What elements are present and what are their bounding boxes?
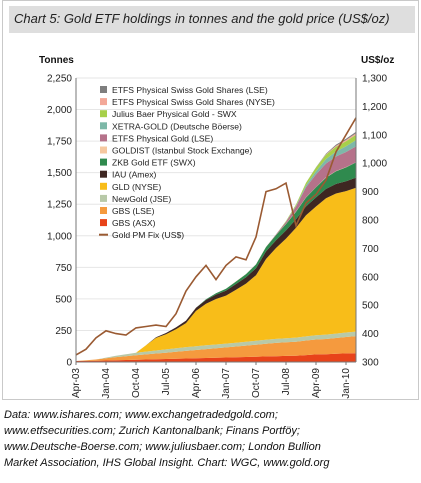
legend-item: ETFS Physical Swiss Gold Shares (NYSE) — [100, 97, 275, 107]
price-line — [75, 117, 357, 356]
legend-label: IAU (Amex) — [112, 170, 157, 180]
legend-label: ETFS Physical Swiss Gold Shares (LSE) — [112, 85, 268, 95]
legend-label: ETFS Physical Swiss Gold Shares (NYSE) — [112, 97, 275, 107]
legend-item: GLD (NYSE) — [100, 182, 161, 192]
chart-plot: 0 250 500 750 1,000 1,250 1,500 1,750 2,000 2,250… — [47, 74, 387, 399]
x-tick-label: Jul-08 — [281, 368, 292, 396]
legend-label: GLD (NYSE) — [112, 182, 161, 192]
legend-swatch — [100, 146, 107, 154]
right-tick-label: 500 — [362, 301, 379, 312]
footer-line-3: www.Deutsche-Boerse.com; www.juliusbaer.… — [4, 441, 321, 453]
footer-line-1: Data: www.ishares.com; www.exchangetrade… — [4, 409, 278, 421]
series-area — [76, 336, 356, 361]
legend-label: Julius Baer Physical Gold - SWX — [112, 109, 237, 119]
right-axis-label: US$/oz — [361, 55, 395, 66]
legend-label: XETRA-GOLD (Deutsche Böerse) — [112, 121, 242, 131]
stacked-areas — [76, 131, 356, 362]
left-tick-label: 0 — [66, 358, 72, 369]
x-tick-label: Jan-07 — [221, 368, 232, 399]
right-tick-label: 700 — [362, 244, 379, 255]
chart-title: Chart 5: Gold ETF holdings in tonnes and… — [14, 11, 390, 26]
series-area — [76, 187, 356, 361]
x-tick-label: Oct-04 — [131, 368, 142, 398]
legend-item: GBS (LSE) — [100, 206, 155, 216]
legend-item: ETFS Physical Gold (LSE) — [100, 133, 213, 143]
right-tick-label: 300 — [362, 358, 379, 369]
legend-swatch — [100, 86, 107, 93]
legend-swatch — [100, 134, 107, 142]
price-line-group — [75, 117, 357, 356]
legend-label: ETFS Physical Gold (LSE) — [112, 133, 213, 143]
chart-title-bar: Chart 5: Gold ETF holdings in tonnes and… — [9, 6, 415, 33]
legend-item: GBS (ASX) — [100, 218, 156, 228]
source-footer: Data: www.ishares.com; www.exchangetrade… — [4, 407, 416, 471]
footer-line-4: Market Association, IHS Global Insight. … — [4, 457, 330, 469]
legend-label: GOLDIST (Istanbul Stock Exchange) — [112, 146, 252, 156]
legend-swatch — [100, 98, 107, 106]
legend-swatch — [100, 158, 107, 166]
legend-item: XETRA-GOLD (Deutsche Böerse) — [100, 121, 242, 131]
legend-label: ZKB Gold ETF (SWX) — [112, 158, 196, 168]
x-tick-label: Apr-03 — [71, 368, 82, 398]
legend-swatch — [100, 182, 107, 190]
x-tick-label: Apr-09 — [311, 368, 322, 398]
series-area — [76, 146, 356, 361]
x-tick-label: Jan-04 — [101, 368, 112, 399]
legend-item: ETFS Physical Swiss Gold Shares (LSE) — [100, 85, 268, 95]
legend-item: GOLDIST (Istanbul Stock Exchange) — [100, 146, 252, 156]
footer-line-2: www.etfsecurities.com; Zurich Kantonalba… — [4, 425, 300, 437]
legend-swatch — [100, 207, 107, 214]
right-tick-label: 900 — [362, 187, 379, 198]
legend-item: NewGold (JSE) — [100, 194, 171, 204]
legend: ETFS Physical Swiss Gold Shares (LSE) ETF… — [99, 85, 275, 240]
series-area — [76, 177, 356, 361]
x-tick-label: Apr-06 — [191, 368, 202, 398]
legend-label: Gold PM Fix (US$) — [112, 230, 184, 240]
legend-label: GBS (LSE) — [112, 206, 155, 216]
series-area — [76, 162, 356, 361]
legend-swatch — [100, 170, 107, 178]
left-tick-label: 2,000 — [47, 105, 72, 116]
legend-label: GBS (ASX) — [112, 218, 156, 228]
legend-label: NewGold (JSE) — [112, 194, 171, 204]
x-tick-label: Jul-05 — [161, 368, 172, 396]
axes: 0 250 500 750 1,000 1,250 1,500 1,750 2,000 2,250… — [47, 74, 387, 399]
series-area — [76, 331, 356, 361]
right-tick-label: 600 — [362, 272, 379, 283]
legend-swatch — [100, 110, 107, 118]
left-tick-label: 750 — [55, 263, 72, 274]
left-tick-label: 2,250 — [47, 74, 72, 85]
left-tick-label: 1,750 — [47, 137, 72, 148]
x-tick-label: Jan-10 — [341, 368, 352, 399]
right-tick-label: 800 — [362, 216, 379, 227]
left-tick-label: 1,500 — [47, 168, 72, 179]
legend-item: IAU (Amex) — [100, 170, 157, 180]
left-tick-label: 1,000 — [47, 231, 72, 242]
legend-item: ZKB Gold ETF (SWX) — [100, 158, 196, 168]
legend-swatch — [100, 219, 107, 227]
right-tick-label: 1,200 — [362, 102, 387, 113]
right-tick-label: 1,000 — [362, 159, 387, 170]
right-tick-label: 400 — [362, 329, 379, 340]
x-tick-label: Oct-07 — [251, 368, 262, 398]
left-tick-label: 1,250 — [47, 200, 72, 211]
legend-swatch — [100, 122, 107, 130]
legend-item: Gold PM Fix (US$) — [99, 230, 184, 240]
series-area — [76, 134, 356, 361]
left-axis-label: Tonnes — [39, 55, 74, 66]
right-tick-label: 1,300 — [362, 74, 387, 85]
series-area — [76, 353, 356, 362]
right-tick-label: 1,100 — [362, 130, 387, 141]
left-tick-label: 500 — [55, 294, 72, 305]
left-tick-label: 250 — [55, 326, 72, 337]
legend-item: Julius Baer Physical Gold - SWX — [100, 109, 237, 119]
legend-swatch — [100, 194, 107, 202]
